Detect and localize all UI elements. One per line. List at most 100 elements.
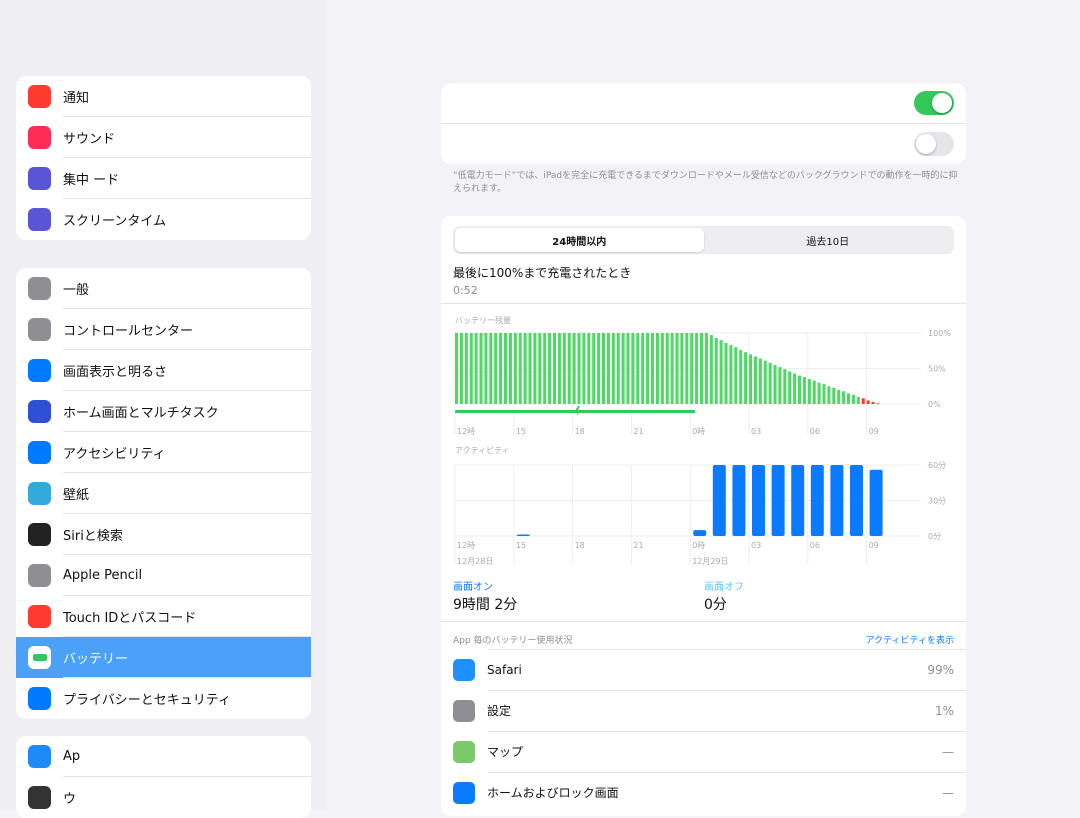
maps-icon	[453, 740, 475, 763]
date-label: 12月28日	[457, 557, 493, 566]
x-tick-label: 21	[633, 541, 643, 550]
battery-bar	[842, 391, 846, 404]
wallet-icon	[28, 786, 51, 809]
accessibility-icon	[28, 441, 51, 464]
battery-bar	[587, 333, 591, 404]
sidebar-item-label: Siriと検索	[63, 529, 123, 544]
hand-icon	[28, 687, 51, 710]
show-activity-link[interactable]: アクティビティを表示	[865, 636, 954, 646]
app-name: Safari	[487, 662, 522, 677]
x-tick-label: 0時	[692, 541, 705, 550]
x-tick-label: 21	[633, 427, 643, 436]
gear-icon	[453, 699, 475, 722]
battery-pane: “低電力モード”では、iPadを完全に充電できるまでダウンロードやメール受信など…	[327, 0, 1080, 816]
battery-bar	[680, 333, 684, 404]
sidebar-item[interactable]: 画面表示と明るさ	[16, 350, 311, 391]
usage-header: App 毎のバッテリー使用状況	[453, 636, 573, 646]
app-usage-value: —	[942, 785, 954, 800]
x-tick-label: 06	[810, 427, 820, 436]
battery-bar	[562, 333, 566, 404]
pencil-icon	[28, 564, 51, 587]
activity-bar	[771, 465, 785, 536]
battery-bar	[798, 375, 802, 404]
app-usage-row[interactable]: 設定 1%	[441, 690, 966, 731]
x-tick-label: 15	[516, 427, 526, 436]
battery-bar	[778, 367, 782, 404]
sidebar-item[interactable]: 集中 ード	[16, 158, 311, 199]
battery-bar	[758, 358, 762, 404]
second-toggle[interactable]	[914, 132, 954, 156]
battery-bar	[459, 333, 463, 404]
tab-10d[interactable]: 過去10日	[806, 236, 850, 248]
hourglass-icon	[28, 208, 51, 231]
sidebar-item[interactable]: サウンド	[16, 117, 311, 158]
activity-bar	[869, 469, 883, 536]
battery-bar	[817, 382, 821, 404]
sidebar-item[interactable]: Ap	[16, 736, 311, 777]
sidebar-item-label: バッテリー	[63, 652, 129, 667]
battery-bar	[749, 354, 753, 404]
battery-bar	[504, 333, 508, 404]
sidebar-item[interactable]: 一般	[16, 268, 311, 309]
battery-bar	[572, 333, 576, 404]
screen-on-value: 9時間 2分	[453, 597, 518, 613]
sidebar-item[interactable]: プライバシーとセキュリティ	[16, 678, 311, 719]
moon-icon	[28, 167, 51, 190]
app-usage-row[interactable]: マップ —	[441, 731, 966, 772]
sidebar-item[interactable]: バッテリー	[16, 637, 311, 678]
sidebar-item-label: スクリーンタイム	[63, 214, 167, 229]
battery-bar	[602, 333, 606, 404]
app-store-icon	[28, 745, 51, 768]
sidebar-item[interactable]: 壁紙	[16, 473, 311, 514]
battery-bar	[876, 403, 880, 405]
low-power-footnote: “低電力モード”では、iPadを完全に充電できるまでダウンロードやメール受信など…	[453, 171, 958, 194]
battery-bar	[651, 333, 655, 404]
sidebar-item[interactable]: スクリーンタイム	[16, 199, 311, 240]
battery-bar	[636, 333, 640, 404]
x-tick-label: 06	[810, 541, 820, 550]
battery-bar	[538, 333, 542, 404]
sidebar-item[interactable]: 通知	[16, 76, 311, 117]
battery-bar	[621, 333, 625, 404]
battery-bar	[518, 333, 522, 404]
battery-bar	[744, 352, 748, 404]
battery-bar	[528, 333, 532, 404]
x-tick-label: 12時	[457, 541, 475, 550]
battery-bar	[675, 333, 679, 404]
sidebar-item-label: サウンド	[63, 132, 116, 147]
battery-bar	[592, 333, 596, 404]
app-usage-row[interactable]: ホームおよびロック画面 —	[441, 772, 966, 813]
battery-bar	[793, 373, 797, 404]
sidebar-item[interactable]: ウ	[16, 777, 311, 818]
sidebar-item[interactable]: アクセシビリティ	[16, 432, 311, 473]
sidebar-item[interactable]: コントロールセンター	[16, 309, 311, 350]
activity-bar	[810, 465, 824, 536]
flower-icon	[28, 482, 51, 505]
battery-bar	[670, 333, 674, 404]
home-screen-icon	[453, 781, 475, 804]
sidebar-item-label: ホーム画面とマルチタスク	[63, 406, 219, 421]
fingerprint-icon	[28, 605, 51, 628]
sidebar-item-label: プライバシーとセキュリティ	[63, 693, 231, 708]
sidebar-item-label: 画面表示と明るさ	[63, 365, 168, 380]
battery-bar	[709, 335, 713, 404]
battery-bar	[513, 333, 517, 404]
battery-bar	[655, 333, 659, 404]
sidebar-item[interactable]: Apple Pencil	[16, 555, 311, 596]
sidebar-item[interactable]: ホーム画面とマルチタスク	[16, 391, 311, 432]
battery-bar	[484, 333, 488, 404]
sidebar-item[interactable]: Touch IDとパスコード	[16, 596, 311, 637]
app-usage-row[interactable]: Safari 99%	[441, 649, 966, 690]
battery-bar	[489, 333, 493, 404]
sidebar-item-label: 壁紙	[63, 488, 90, 503]
y-tick-label: 50%	[928, 365, 946, 374]
app-usage-value: 1%	[934, 703, 954, 718]
period-segmented-control: 24時間以内 過去10日	[453, 226, 954, 254]
low-power-toggle[interactable]	[914, 91, 954, 115]
sidebar-item-label: Apple Pencil	[63, 568, 143, 583]
tab-24h[interactable]: 24時間以内	[455, 228, 704, 252]
activity-chart-title: アクティビティ	[455, 446, 510, 455]
sidebar-item[interactable]: Siriと検索	[16, 514, 311, 555]
y-tick-label: 0%	[928, 400, 941, 409]
battery-bar	[851, 394, 855, 404]
